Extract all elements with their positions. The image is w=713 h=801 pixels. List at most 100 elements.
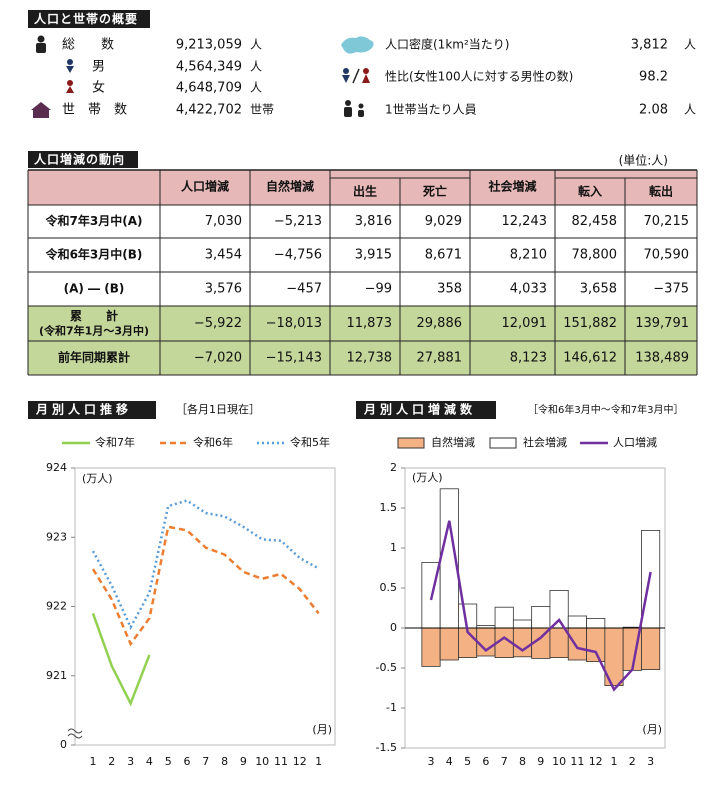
summary-label: 総 数 — [62, 38, 114, 53]
table-cell: 82,458 — [572, 214, 618, 229]
summary-value: 2.08 — [639, 103, 668, 118]
x-tick-label: 12 — [293, 755, 307, 768]
table-cell: −99 — [365, 282, 392, 297]
x-tick-label: 3 — [428, 755, 435, 768]
bar — [567, 615, 587, 629]
table-cell: 3,915 — [355, 248, 392, 263]
table-header: 死亡 — [423, 184, 447, 199]
x-tick-label: 1 — [90, 755, 97, 768]
legend-swatch — [489, 437, 517, 449]
row-label: 令和7年3月中(A) — [45, 213, 143, 228]
x-tick-label: 6 — [184, 755, 191, 768]
table-cell: 7,030 — [205, 214, 242, 229]
x-tick-label: 4 — [146, 755, 153, 768]
table-header: 転出 — [649, 184, 673, 199]
table-header: 自然増減 — [266, 179, 314, 194]
x-tick-label: 11 — [274, 755, 288, 768]
x-tick-label: 11 — [570, 755, 584, 768]
summary-label: 世 帯 数 — [62, 103, 127, 118]
chart-title: 月別人口推移 — [35, 402, 132, 417]
row-bg — [28, 306, 697, 341]
bar — [512, 619, 533, 629]
y-tick-label: 921 — [46, 669, 67, 682]
line-series — [91, 525, 320, 647]
x-tick-label: 7 — [202, 755, 209, 768]
table-cell: 139,791 — [635, 316, 689, 331]
line-series — [91, 499, 320, 631]
x-tick-label: 8 — [519, 755, 526, 768]
x-tick-label: 10 — [552, 755, 566, 768]
summary-unit: 人 — [250, 60, 262, 74]
x-axis-label: (月) — [312, 723, 332, 736]
table-cell: 12,091 — [502, 316, 548, 331]
x-tick-label: 1 — [611, 755, 618, 768]
row-label: (A) ― (B) — [64, 282, 125, 296]
table-cell: 9,029 — [425, 214, 462, 229]
y-tick-label: -0.5 — [376, 661, 397, 674]
legend-label: 社会増減 — [523, 435, 567, 449]
table-cell: 3,658 — [580, 282, 617, 297]
x-tick-label: 2 — [108, 755, 115, 768]
x-tick-label: 1 — [315, 755, 322, 768]
table-cell: −5,213 — [274, 214, 322, 229]
table-cell: 70,590 — [644, 248, 690, 263]
x-tick-label: 2 — [629, 755, 636, 768]
x-tick-label: 12 — [589, 755, 603, 768]
table-cell: 8,123 — [510, 351, 547, 366]
table-header: 社会増減 — [487, 179, 536, 194]
table-cell: 11,873 — [347, 316, 393, 331]
table-cell: 27,881 — [417, 351, 463, 366]
x-tick-label: 9 — [537, 755, 544, 768]
section-title: 人口増減の動向 — [34, 152, 125, 167]
summary-label: 人口密度(1km²当たり) — [385, 37, 509, 52]
bar — [641, 627, 661, 670]
table-cell: 8,210 — [510, 248, 547, 263]
table-cell: 12,738 — [347, 351, 393, 366]
bar — [567, 627, 587, 661]
bar — [549, 590, 569, 629]
summary-value: 4,422,702 — [176, 103, 242, 118]
row-label: 前年同期累計 — [58, 350, 130, 365]
y-tick-label: -1.5 — [376, 741, 397, 754]
x-tick-label: 5 — [464, 755, 471, 768]
table-cell: 151,882 — [563, 316, 617, 331]
chart-header-bg — [28, 401, 156, 419]
table-cell: 3,454 — [205, 248, 242, 263]
row-note: (令和7年1月～3月中) — [39, 324, 149, 338]
chart-subtitle: ［令和6年3月中～令和7年3月中］ — [528, 403, 683, 416]
x-tick-label: 9 — [240, 755, 247, 768]
bar — [586, 627, 606, 662]
table-cell: 4,033 — [510, 282, 547, 297]
summary-label: 性比(女性100人に対する男性の数) — [385, 69, 573, 84]
y-tick-label: 0.5 — [380, 581, 398, 594]
summary-value: 98.2 — [639, 70, 668, 85]
y-axis-label: (万人) — [412, 471, 443, 484]
summary-value: 3,812 — [631, 38, 668, 53]
bar — [421, 627, 441, 667]
y-tick-label: 2 — [390, 461, 397, 474]
summary-unit: 人 — [684, 103, 696, 117]
legend-label: 自然増減 — [431, 435, 475, 449]
x-tick-label: 5 — [165, 755, 172, 768]
summary-label: 男 — [92, 60, 105, 75]
line-series — [91, 613, 151, 707]
y-tick-label: 0 — [60, 738, 67, 751]
table-cell: −7,020 — [194, 351, 242, 366]
table-header: 出生 — [353, 184, 377, 199]
axis-break — [67, 728, 83, 739]
legend-swatch — [397, 437, 425, 449]
table-cell: 8,671 — [425, 248, 462, 263]
x-tick-label: 10 — [255, 755, 269, 768]
table-cell: 358 — [437, 282, 462, 297]
line-series — [429, 520, 652, 692]
summary-unit: 人 — [250, 81, 262, 95]
x-tick-label: 8 — [221, 755, 228, 768]
bar — [586, 618, 606, 629]
legend-label: 令和6年 — [193, 435, 233, 449]
x-tick-label: 3 — [127, 755, 134, 768]
legend-label: 令和7年 — [95, 435, 135, 449]
table-header: 人口増減 — [181, 179, 229, 194]
summary-value: 4,648,709 — [176, 81, 242, 96]
